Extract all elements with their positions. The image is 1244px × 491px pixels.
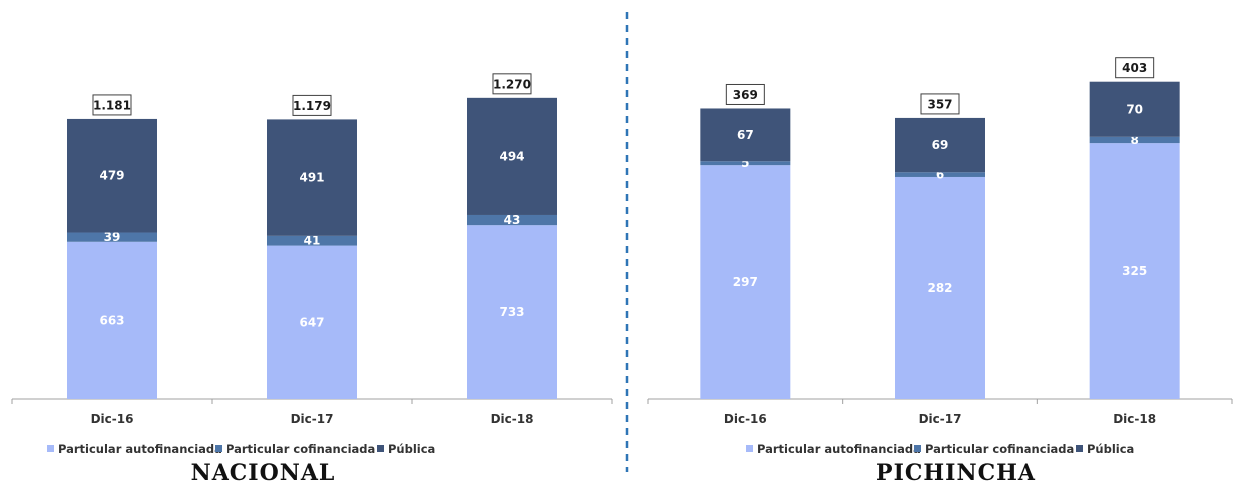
panel-1-total-label: 403 bbox=[1122, 61, 1147, 75]
panel-0-total-box bbox=[292, 94, 332, 116]
panel-1-total-label: 369 bbox=[733, 88, 758, 102]
panel-1-legend-swatch-particular-autofinanciada bbox=[746, 445, 753, 452]
panel-1-bar-particular-cofinanciada-dic-16 bbox=[700, 161, 791, 166]
panel-1-legend-label-particular-cofinanciada: Particular cofinanciada bbox=[925, 442, 1074, 456]
panel-0-total-box bbox=[492, 73, 532, 95]
panel-1-bar-particular-autofinanciada-dic-17 bbox=[895, 176, 985, 399]
panel-0-data-label: 39 bbox=[104, 230, 121, 244]
panel-0-total-label: 1.270 bbox=[493, 77, 531, 91]
panel-1-data-label: 8 bbox=[1130, 133, 1138, 147]
panel-1-data-label: 282 bbox=[927, 281, 952, 295]
panel-1-data-label: 5 bbox=[741, 156, 749, 170]
panel-0-bar-publica-dic-17 bbox=[267, 119, 357, 236]
panel-0-data-label: 663 bbox=[99, 313, 124, 327]
panel-1-data-label: 67 bbox=[737, 128, 754, 142]
panel-0-data-label: 479 bbox=[99, 169, 124, 183]
panel-0-bar-particular-autofinanciada-dic-18 bbox=[467, 225, 557, 399]
panel-0-bar-publica-dic-16 bbox=[67, 118, 157, 233]
panel-0-category-label: Dic-18 bbox=[491, 412, 534, 426]
panel-1-bar-particular-autofinanciada-dic-18 bbox=[1089, 143, 1180, 399]
panel-0-total-label: 1.179 bbox=[293, 99, 331, 113]
panel-1-data-label: 69 bbox=[932, 138, 949, 152]
panel-1-total-box bbox=[1115, 57, 1155, 79]
panel-0-total-box bbox=[92, 94, 132, 116]
panel-1-data-label: 70 bbox=[1126, 102, 1143, 116]
panel-1-data-label: 6 bbox=[936, 168, 944, 182]
panel-0-legend-swatch-particular-autofinanciada bbox=[47, 445, 54, 452]
panel-1-data-label: 297 bbox=[733, 275, 758, 289]
panel-1-category-label: Dic-17 bbox=[919, 412, 962, 426]
panel-1-legend-swatch-particular-cofinanciada bbox=[914, 445, 921, 452]
panel-1-category-label: Dic-16 bbox=[724, 412, 767, 426]
panel-0-legend-label-publica: Pública bbox=[388, 442, 435, 456]
panel-0-bar-particular-cofinanciada-dic-18 bbox=[467, 214, 557, 226]
panel-1-bar-publica-dic-17 bbox=[895, 117, 985, 173]
panel-0-category-label: Dic-17 bbox=[291, 412, 334, 426]
panel-0-bar-publica-dic-18 bbox=[467, 97, 557, 215]
panel-0-total-label: 1.181 bbox=[93, 98, 131, 112]
panel-0-legend-label-particular-cofinanciada: Particular cofinanciada bbox=[226, 442, 375, 456]
panel-1-category-label: Dic-18 bbox=[1113, 412, 1156, 426]
panel-0-bar-particular-autofinanciada-dic-16 bbox=[67, 241, 157, 399]
panel-1-title: PICHINCHA bbox=[876, 460, 1036, 486]
panel-0-data-label: 733 bbox=[499, 305, 524, 319]
panel-1-bar-publica-dic-18 bbox=[1089, 81, 1180, 137]
panel-0-data-label: 647 bbox=[299, 315, 324, 329]
panel-0-data-label: 41 bbox=[304, 234, 321, 248]
panel-1-bar-particular-autofinanciada-dic-16 bbox=[700, 165, 791, 399]
panel-0-data-label: 494 bbox=[499, 149, 524, 163]
panel-0-category-label: Dic-16 bbox=[91, 412, 134, 426]
panel-1-bar-particular-cofinanciada-dic-18 bbox=[1089, 136, 1180, 144]
panel-0-legend-swatch-publica bbox=[377, 445, 384, 452]
panel-0-data-label: 43 bbox=[504, 213, 521, 227]
pichincha-panel: 297 5 67 369 Dic-16 282 6 69 357 Dic-17 325 8 70 403 D… bbox=[647, 57, 1233, 486]
panel-0-legend-label-particular-autofinanciada: Particular autofinanciada bbox=[58, 442, 222, 456]
panel-1-total-box bbox=[725, 83, 765, 105]
panel-1-bar-particular-cofinanciada-dic-17 bbox=[895, 172, 985, 177]
panel-1-total-box bbox=[920, 93, 960, 115]
panel-1-legend-label-particular-autofinanciada: Particular autofinanciada bbox=[757, 442, 921, 456]
panel-0-bar-particular-cofinanciada-dic-16 bbox=[67, 232, 157, 242]
panel-0-bar-particular-cofinanciada-dic-17 bbox=[267, 235, 357, 246]
panel-0-legend-swatch-particular-cofinanciada bbox=[215, 445, 222, 452]
panel-1-bar-publica-dic-16 bbox=[700, 108, 791, 162]
panel-0-title: NACIONAL bbox=[191, 460, 336, 486]
panel-1-legend-label-publica: Pública bbox=[1087, 442, 1134, 456]
panel-0-data-label: 491 bbox=[299, 171, 324, 185]
panel-1-data-label: 325 bbox=[1122, 264, 1147, 278]
nacional-panel: 663 39 479 1.181 Dic-16 647 41 491 1.179 Dic-17 73… bbox=[11, 73, 613, 486]
panel-1-legend-swatch-publica bbox=[1076, 445, 1083, 452]
panel-1-total-label: 357 bbox=[927, 97, 952, 111]
panel-0-bar-particular-autofinanciada-dic-17 bbox=[267, 245, 357, 399]
